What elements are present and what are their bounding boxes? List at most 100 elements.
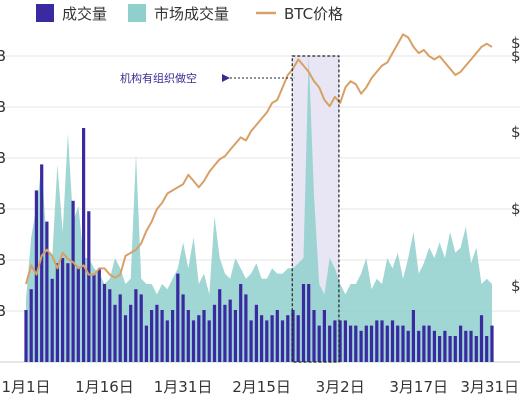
- x-tick-label: 1月1日: [1, 378, 50, 396]
- volume-bar: [55, 263, 59, 362]
- volume-bar: [176, 273, 180, 362]
- volume-bar: [218, 289, 222, 362]
- volume-bar: [76, 268, 80, 362]
- volume-bar: [71, 200, 75, 362]
- volume-bar: [97, 268, 101, 362]
- left-tick-label: B: [0, 200, 6, 218]
- volume-bar: [469, 330, 473, 362]
- volume-bar: [464, 330, 468, 362]
- volume-bar: [123, 315, 128, 362]
- right-tick-label: $: [511, 200, 520, 218]
- left-tick-label: B: [0, 47, 6, 65]
- volume-bar: [249, 320, 253, 362]
- x-tick-label: 2月15日: [232, 378, 291, 396]
- volume-bar: [92, 273, 96, 362]
- volume-bar: [260, 315, 264, 362]
- x-tick-label: 1月16日: [75, 378, 134, 396]
- volume-bar: [385, 325, 389, 362]
- volume-bar: [411, 310, 415, 362]
- volume-bar: [364, 325, 368, 362]
- volume-bar: [265, 320, 269, 362]
- volume-bar: [87, 211, 91, 362]
- left-tick-label: B: [0, 98, 6, 116]
- right-tick-label: $: [511, 47, 520, 65]
- x-tick-label: 3月17日: [389, 378, 448, 396]
- volume-bar: [160, 310, 164, 362]
- volume-bar: [113, 304, 117, 362]
- volume-bar: [244, 294, 248, 362]
- volume-bar: [396, 325, 400, 362]
- volume-bar: [296, 315, 300, 362]
- volume-bar: [427, 325, 431, 362]
- volume-bar: [66, 263, 70, 362]
- highlight-border: [291, 55, 340, 363]
- x-tick-label: 3月31日: [460, 378, 519, 396]
- volume-bar: [181, 294, 185, 362]
- volume-bar: [485, 336, 489, 362]
- volume-bar: [322, 310, 326, 362]
- volume-bar: [186, 310, 190, 362]
- volume-bar: [134, 289, 138, 362]
- legend-volume-label: 成交量: [62, 5, 107, 23]
- volume-bar: [307, 284, 311, 362]
- volume-bar: [50, 278, 54, 362]
- left-axis-tick-labels: B B B B B B: [0, 47, 6, 320]
- volume-bar: [422, 325, 426, 362]
- volume-bar: [212, 304, 217, 362]
- annotation-arrowhead: [222, 74, 230, 82]
- volume-bar: [359, 330, 363, 362]
- market-volume-area: [26, 55, 492, 362]
- volume-bar: [171, 310, 175, 362]
- volume-bar: [197, 315, 201, 362]
- right-tick-label: $: [511, 34, 520, 52]
- volume-bar: [40, 164, 44, 362]
- volume-bar: [233, 310, 237, 362]
- legend-btc-price-label: BTC价格: [284, 5, 343, 23]
- volume-bar: [343, 320, 347, 362]
- volume-bars: [24, 128, 494, 362]
- volume-bar: [280, 320, 285, 362]
- volume-bar: [202, 310, 206, 362]
- right-tick-label: $: [511, 123, 520, 141]
- x-axis-tick-labels: 1月1日 1月16日 1月31日 2月15日 3月2日 3月17日 3月31日: [1, 378, 519, 396]
- volume-bar: [254, 304, 258, 362]
- volume-bar: [375, 320, 379, 362]
- volume-bar: [228, 299, 232, 362]
- volume-bar: [390, 320, 395, 362]
- volume-bar: [286, 315, 290, 362]
- volume-bar: [369, 325, 374, 362]
- volume-bar: [354, 325, 358, 362]
- legend-market-volume-label: 市场成交量: [154, 5, 229, 23]
- volume-bar: [438, 336, 442, 362]
- volume-bar: [29, 289, 33, 362]
- volume-bar: [459, 325, 463, 362]
- volume-bar: [401, 325, 405, 362]
- volume-bar: [24, 310, 28, 362]
- legend: 成交量 市场成交量 BTC价格: [36, 4, 343, 23]
- volume-bar: [275, 310, 279, 362]
- volume-bar: [406, 330, 410, 362]
- volume-bar: [380, 320, 384, 362]
- volume-bar: [432, 330, 436, 362]
- volume-bar: [333, 320, 337, 362]
- right-axis-tick-labels: $$$$$: [511, 34, 520, 295]
- volume-bar: [291, 310, 295, 362]
- volume-bar: [223, 304, 227, 362]
- x-tick-label: 1月31日: [154, 378, 213, 396]
- volume-bar: [129, 304, 133, 362]
- volume-bar: [301, 284, 306, 362]
- right-tick-label: $: [511, 277, 520, 295]
- volume-bar: [139, 294, 143, 362]
- volume-bar: [144, 325, 148, 362]
- volume-bar: [108, 289, 112, 362]
- legend-volume-swatch: [36, 4, 54, 22]
- volume-bar: [312, 310, 316, 362]
- btc-price-line: [25, 33, 493, 285]
- volume-bar: [317, 325, 321, 362]
- volume-bar: [338, 320, 342, 362]
- volume-bar: [474, 336, 478, 362]
- volume-bar: [448, 336, 452, 362]
- volume-bar: [34, 190, 38, 362]
- volume-bar: [61, 258, 65, 362]
